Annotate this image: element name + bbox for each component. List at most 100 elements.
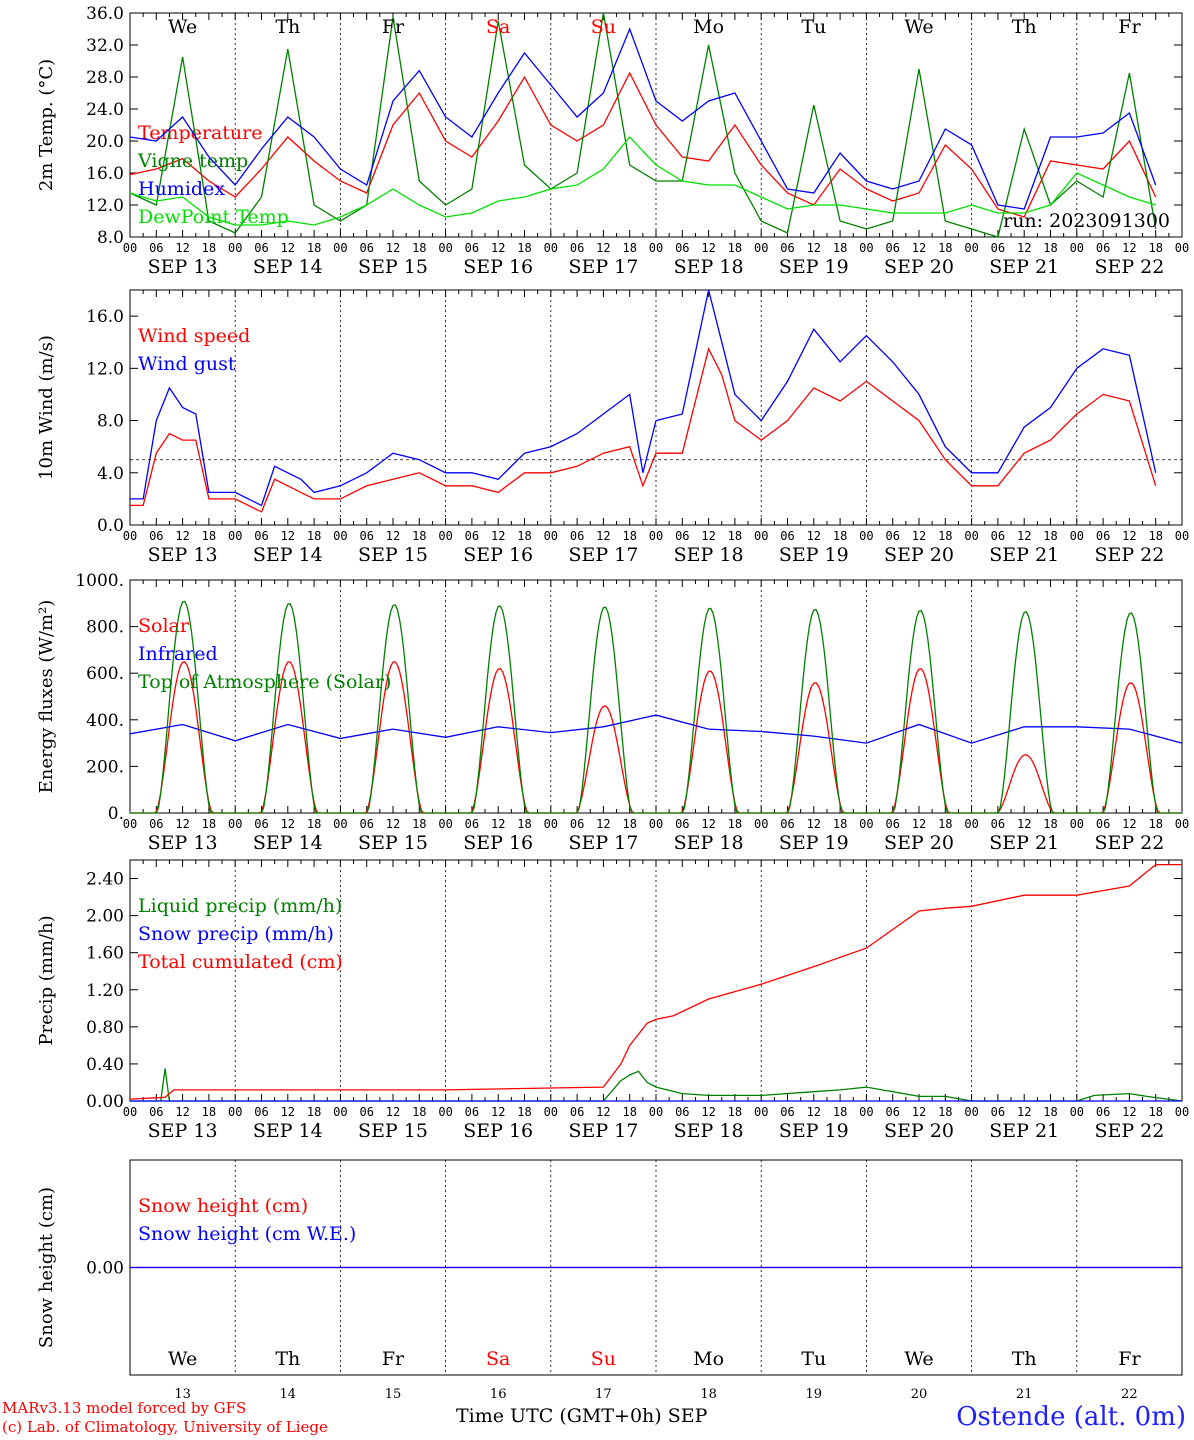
day-number-label: 15 (385, 1387, 402, 1402)
hour-tick-label: 18 (622, 241, 636, 255)
station-name: Ostende (alt. 0m) (956, 1402, 1186, 1432)
hour-tick-label: 00 (333, 529, 347, 543)
hour-tick-label: 12 (386, 1105, 400, 1119)
hour-tick-label: 00 (333, 1105, 347, 1119)
y-tick-label: 28.0 (86, 68, 124, 88)
hour-tick-label: 18 (622, 529, 636, 543)
hour-tick-label: 18 (938, 529, 952, 543)
hour-tick-label: 00 (859, 241, 873, 255)
legend-entry: Temperature (138, 122, 262, 144)
y-tick-label: 36.0 (86, 4, 124, 24)
hour-tick-label: 00 (544, 529, 558, 543)
date-label: SEP 21 (989, 1120, 1059, 1142)
weekday-label: Th (1012, 1348, 1037, 1370)
hour-tick-label: 00 (438, 529, 452, 543)
series-line (129, 714, 1183, 744)
hour-tick-label: 12 (701, 241, 715, 255)
date-label: SEP 14 (253, 832, 323, 854)
hour-tick-label: 00 (333, 241, 347, 255)
hour-tick-label: 00 (1175, 241, 1189, 255)
y-axis-label: Precip (mm/h) (36, 915, 57, 1045)
date-label: SEP 21 (989, 832, 1059, 854)
legend-entry: Humidex (138, 178, 225, 200)
day-number-label: 21 (1016, 1387, 1033, 1402)
hour-tick-label: 12 (281, 817, 295, 831)
hour-tick-label: 18 (938, 241, 952, 255)
hour-tick-label: 12 (912, 529, 926, 543)
hour-tick-label: 00 (228, 529, 242, 543)
hour-tick-label: 00 (1070, 817, 1084, 831)
hour-tick-label: 12 (1017, 1105, 1031, 1119)
legend-entry: Infrared (138, 643, 218, 665)
hour-tick-label: 18 (1043, 817, 1057, 831)
hour-tick-label: 18 (412, 529, 426, 543)
date-label: SEP 15 (358, 544, 428, 566)
hour-tick-label: 18 (517, 1105, 531, 1119)
hour-tick-label: 12 (386, 817, 400, 831)
y-axis-label: 2m Temp. (°C) (36, 59, 57, 191)
y-tick-label: 400. (86, 711, 124, 731)
date-label: SEP 18 (674, 544, 744, 566)
hour-tick-label: 00 (964, 529, 978, 543)
hour-tick-label: 00 (228, 817, 242, 831)
date-label: SEP 21 (989, 256, 1059, 278)
weekday-label: We (168, 1348, 197, 1370)
weekday-label: Mo (693, 16, 724, 38)
hour-tick-label: 06 (1096, 817, 1110, 831)
y-tick-label: 2.40 (86, 870, 124, 890)
hour-tick-label: 00 (544, 241, 558, 255)
legend-entry: Wind gust (138, 353, 236, 375)
hour-tick-label: 18 (938, 817, 952, 831)
hour-tick-label: 06 (359, 529, 373, 543)
weekday-label: Tu (801, 1348, 826, 1370)
hour-tick-label: 12 (1122, 817, 1136, 831)
hour-tick-label: 06 (780, 529, 794, 543)
y-tick-label: 32.0 (86, 36, 124, 56)
hour-tick-label: 00 (123, 241, 137, 255)
hour-tick-label: 12 (912, 1105, 926, 1119)
hour-tick-label: 00 (438, 1105, 452, 1119)
y-tick-label: 1000. (75, 571, 124, 591)
hour-tick-label: 06 (780, 241, 794, 255)
weekday-label: Su (591, 1348, 616, 1370)
hour-tick-label: 06 (780, 1105, 794, 1119)
y-tick-label: 1.20 (86, 981, 124, 1001)
hour-tick-label: 18 (202, 241, 216, 255)
hour-tick-label: 12 (175, 529, 189, 543)
weekday-label: Su (591, 16, 616, 38)
hour-tick-label: 06 (465, 241, 479, 255)
series-line (129, 863, 1182, 1100)
day-number-label: 13 (174, 1387, 191, 1402)
hour-tick-label: 12 (491, 529, 505, 543)
hour-tick-label: 06 (991, 1105, 1005, 1119)
legend-entry: Wind speed (138, 325, 250, 347)
y-tick-label: 8.0 (97, 228, 124, 248)
hour-tick-label: 18 (728, 1105, 742, 1119)
date-label: SEP 20 (884, 256, 954, 278)
hour-tick-label: 06 (149, 241, 163, 255)
y-tick-label: 12.0 (86, 359, 124, 379)
date-label: SEP 13 (148, 256, 218, 278)
hour-tick-label: 12 (596, 241, 610, 255)
hour-tick-label: 00 (649, 241, 663, 255)
y-tick-label: 0.0 (97, 516, 124, 536)
y-tick-label: 4.0 (97, 464, 124, 484)
hour-tick-label: 06 (254, 529, 268, 543)
hour-tick-label: 12 (807, 817, 821, 831)
hour-tick-label: 18 (412, 1105, 426, 1119)
credit-line-1: MARv3.13 model forced by GFS (2, 1399, 247, 1417)
hour-tick-label: 18 (833, 1105, 847, 1119)
hour-tick-label: 00 (438, 241, 452, 255)
weekday-label: Th (1012, 16, 1037, 38)
hour-tick-label: 00 (544, 817, 558, 831)
day-number-label: 14 (280, 1387, 297, 1402)
date-label: SEP 22 (1094, 1120, 1164, 1142)
hour-tick-label: 00 (754, 817, 768, 831)
hour-tick-label: 06 (149, 529, 163, 543)
series-line (130, 600, 1182, 814)
model-credits: MARv3.13 model forced by GFS (c) Lab. of… (2, 1399, 328, 1437)
hour-tick-label: 00 (754, 529, 768, 543)
y-tick-label: 16.0 (86, 164, 124, 184)
hour-tick-label: 00 (649, 817, 663, 831)
hour-tick-label: 18 (412, 817, 426, 831)
